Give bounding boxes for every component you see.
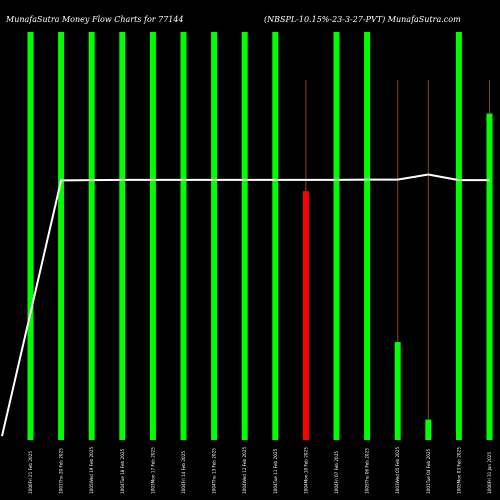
x-tick-label: 1005Thu 06 Feb 2025 — [365, 448, 370, 494]
volume-bar — [149, 32, 156, 440]
x-tick-label: 1000Fri 31 Jan 2025 — [487, 452, 492, 494]
volume-bar — [58, 32, 65, 440]
volume-bar — [333, 32, 340, 440]
volume-bar — [241, 32, 248, 440]
volume-bar — [455, 32, 462, 440]
volume-bar — [302, 191, 309, 440]
x-tick-label: 1005Mon 03 Feb 2025 — [456, 447, 461, 494]
volume-bar — [272, 32, 279, 440]
volume-bar — [211, 32, 218, 440]
volume-bar — [27, 32, 34, 440]
volume-bar — [119, 32, 126, 440]
x-tick-labels: 1000Fri 21 Feb 2025 1001Thu 20 Feb 2025 10… — [28, 446, 492, 494]
x-tick-label: 1004Thu 13 Feb 2025 — [212, 448, 217, 494]
volume-bar — [486, 113, 493, 440]
chart-title-left: MunafaSutra Money Flow Charts for 77144 — [5, 15, 184, 24]
x-tick-label: 1004Mon 10 Feb 2025 — [303, 447, 308, 494]
x-tick-label: 1004Wed 12 Feb 2025 — [242, 446, 247, 494]
bars-layer — [27, 32, 493, 440]
chart-title-right: (NBSPL-10.15%-23-3-27-PVT) MunafaSutra.c… — [264, 15, 461, 24]
volume-bar — [364, 32, 371, 440]
x-tick-label: 1001Thu 20 Feb 2025 — [59, 448, 64, 494]
x-tick-label: 1000Fri 21 Feb 2025 — [28, 451, 33, 494]
volume-bar — [88, 32, 95, 440]
x-tick-label: 1004Tue 18 Feb 2025 — [120, 448, 125, 494]
volume-bar — [425, 419, 432, 440]
x-tick-label: 1003Wed 05 Feb 2025 — [395, 446, 400, 494]
x-tick-label: 1001Tue 04 Feb 2025 — [426, 448, 431, 494]
price-line-layer — [1, 173, 490, 437]
x-tick-label: 1005Wed 19 Feb 2025 — [89, 446, 94, 494]
x-tick-label: 1003Mon 17 Feb 2025 — [150, 447, 155, 494]
volume-bar — [180, 32, 187, 440]
x-tick-label: 1004Fri 14 Feb 2025 — [181, 451, 186, 494]
price-line — [1, 173, 490, 437]
x-tick-label: 1004Fri 07 Feb 2025 — [334, 451, 339, 494]
x-tick-label: 1004Tue 11 Feb 2025 — [273, 448, 278, 494]
volume-bar — [394, 342, 401, 440]
